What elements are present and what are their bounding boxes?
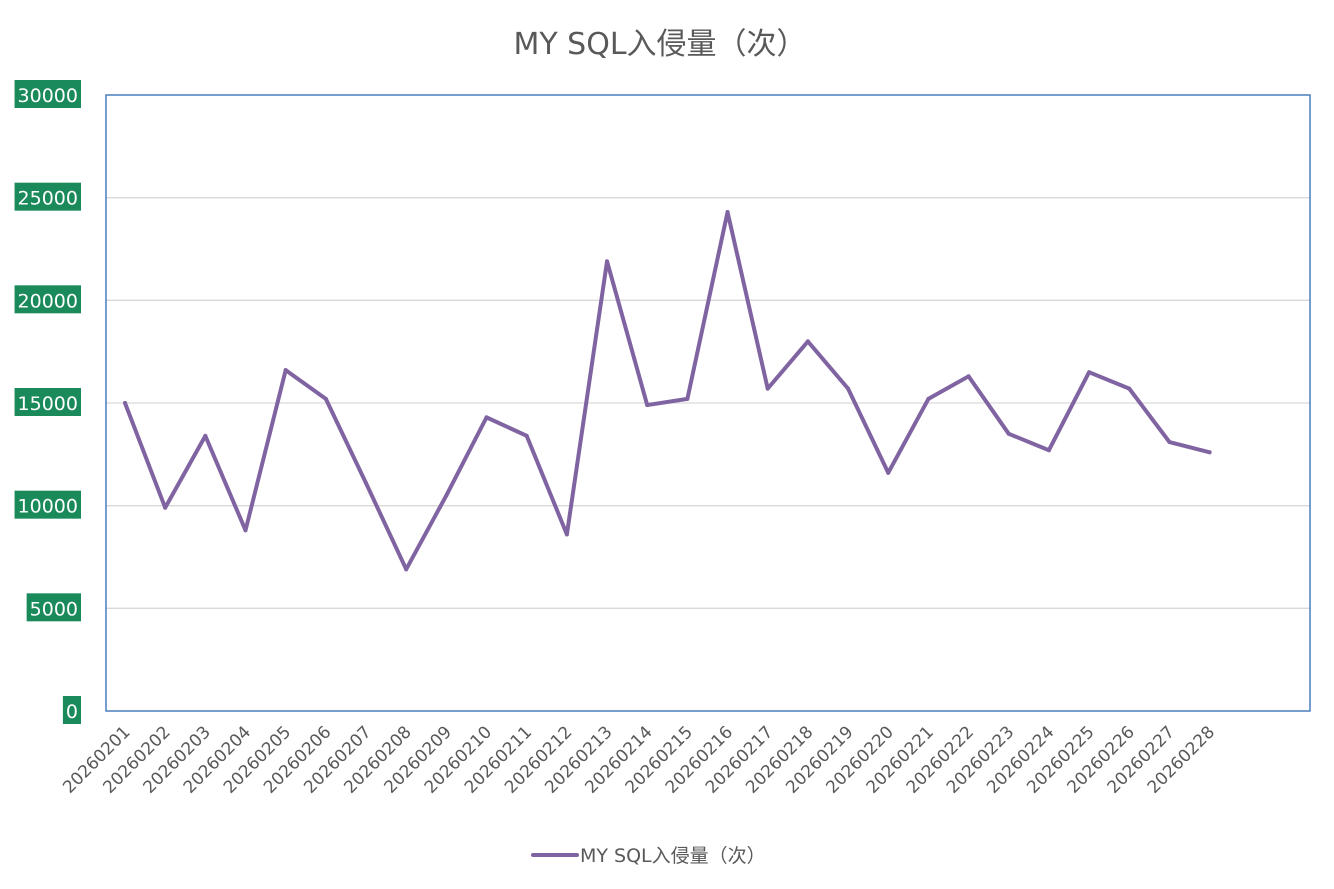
data-point — [765, 386, 770, 391]
y-tick-label: 20000 — [18, 290, 78, 312]
y-tick-label: 5000 — [30, 598, 78, 620]
data-point — [524, 433, 529, 438]
series-line — [123, 210, 1212, 572]
data-point — [966, 374, 971, 379]
data-point — [123, 401, 127, 405]
y-tick-label: 25000 — [18, 188, 78, 210]
y-tick-label-bg — [62, 696, 81, 724]
data-point — [1087, 370, 1092, 375]
y-tick: 5000 — [26, 593, 81, 622]
data-point — [364, 481, 369, 486]
data-point — [1046, 448, 1051, 453]
y-tick: 30000 — [14, 80, 81, 108]
y-tick-label-bg — [14, 388, 81, 416]
y-tick-label-bg — [14, 285, 81, 314]
gridlines — [106, 197, 1310, 609]
data-point — [926, 396, 931, 401]
y-tick: 10000 — [14, 490, 81, 519]
y-tick: 0 — [62, 696, 81, 724]
data-point — [605, 259, 610, 264]
data-point — [444, 493, 449, 498]
data-point — [645, 403, 650, 408]
data-point — [1127, 386, 1132, 391]
y-tick-label-bg — [14, 490, 81, 519]
data-point — [846, 386, 851, 391]
y-tick-label: 0 — [66, 701, 78, 723]
data-point — [564, 532, 569, 537]
y-tick: 20000 — [14, 285, 81, 314]
y-tick-label: 30000 — [18, 85, 78, 107]
legend-label: MY SQL入侵量（次） — [580, 845, 766, 867]
data-point — [283, 368, 288, 373]
data-point — [163, 505, 168, 510]
x-axis: 2026020120260202202602032026020420260205… — [59, 722, 1219, 797]
data-point — [203, 433, 208, 438]
series-group — [123, 210, 1212, 572]
data-point — [243, 528, 248, 533]
data-point — [725, 210, 730, 215]
data-point — [404, 567, 409, 572]
data-point — [685, 396, 690, 401]
y-tick-label-bg — [14, 80, 81, 108]
y-tick: 25000 — [14, 182, 81, 211]
y-axis: 0 5000 10000 15000 20000 25000 30000 — [14, 80, 81, 724]
data-point — [886, 470, 891, 475]
data-point — [805, 339, 810, 344]
y-tick-label: 15000 — [18, 393, 78, 415]
data-point — [1207, 450, 1212, 455]
chart-title: MY SQL入侵量（次） — [513, 27, 806, 62]
y-tick-label-bg — [14, 182, 81, 211]
y-tick-label: 10000 — [18, 496, 78, 518]
legend: MY SQL入侵量（次） — [531, 845, 766, 867]
data-point — [1167, 440, 1172, 445]
y-tick-label-bg — [26, 593, 81, 622]
data-point — [323, 396, 328, 401]
data-point — [1006, 431, 1011, 436]
data-point — [484, 415, 489, 420]
y-tick: 15000 — [14, 388, 81, 416]
plot-area-border — [105, 94, 1311, 712]
